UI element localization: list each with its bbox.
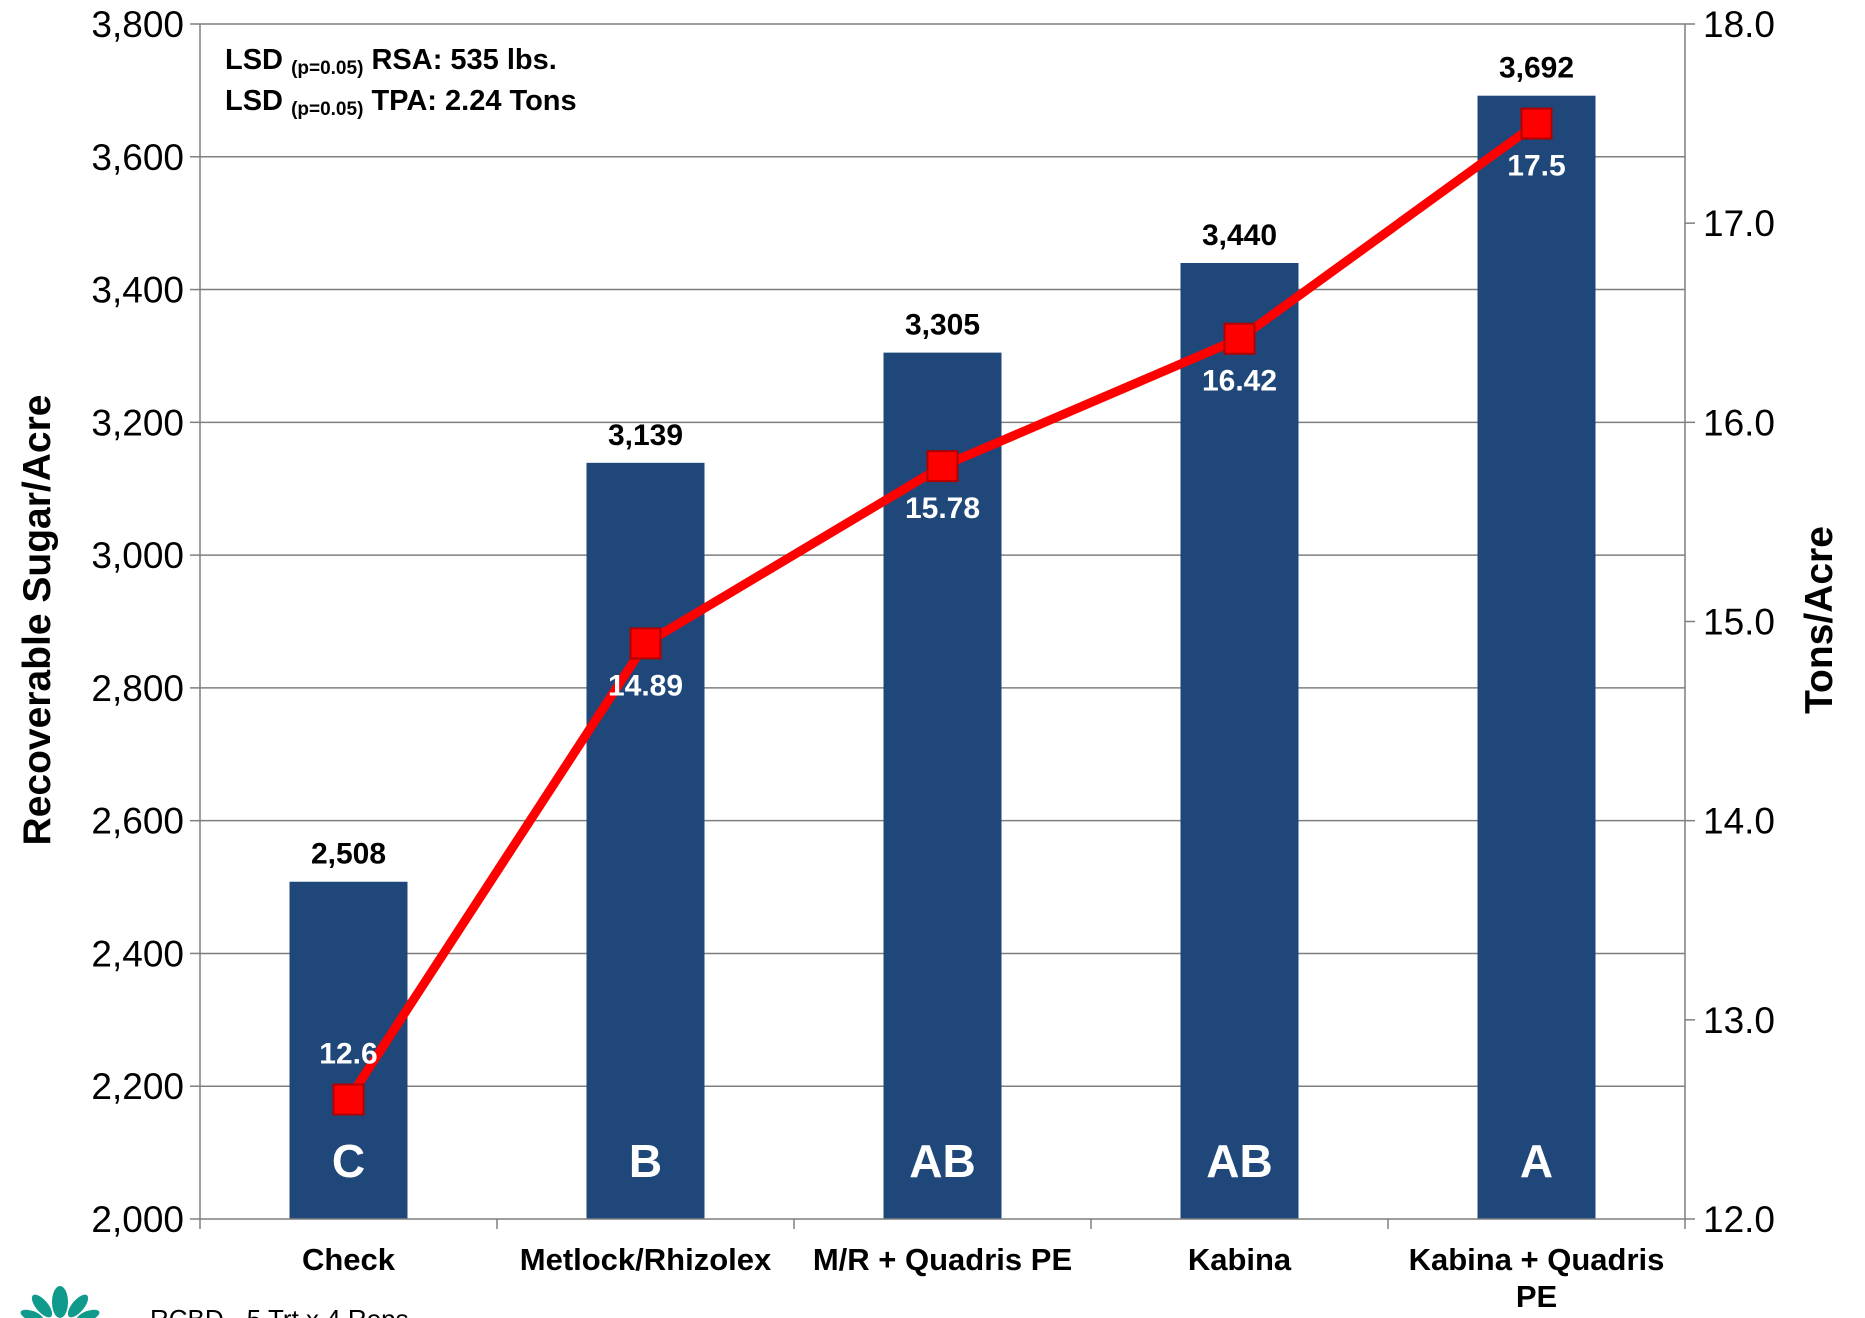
y-left-tick-label: 2,200	[91, 1066, 184, 1107]
tons-marker-3	[1223, 322, 1256, 355]
design-footnote: RCBD - 5 Trt x 4 Reps	[150, 1304, 409, 1318]
line-value-label: 14.89	[608, 669, 683, 702]
line-value-label: 15.78	[905, 492, 980, 525]
lsd-rsa-prefix: LSD	[225, 44, 291, 76]
y-right-tick-label: 13.0	[1703, 1000, 1775, 1041]
lsd-rsa-value: RSA: 535 lbs.	[363, 44, 556, 76]
bar-value-label: 3,440	[1202, 219, 1277, 252]
lsd-tpa-annotation: LSD (p=0.05) TPA: 2.24 Tons	[225, 85, 577, 120]
y-left-tick-label: 3,600	[91, 137, 184, 178]
y-right-tick-label: 18.0	[1703, 4, 1775, 45]
bar-2	[883, 352, 1002, 1219]
x-category-label: Kabina + Quadris PE	[1409, 1242, 1665, 1314]
bar-4	[1477, 95, 1596, 1220]
logo-icon	[20, 1286, 100, 1318]
y-left-tick-label: 3,000	[91, 535, 184, 576]
data-labels: 2,508 C 3,139 B 3,305 AB 3,440 AB 3,692 A 12.6 14.8…	[311, 52, 1574, 1187]
axes: 2,000 2,200 2,400 2,600 2,800 3,000 3,200 3,400…	[91, 4, 1775, 1314]
x-category-label-line: PE	[1516, 1279, 1557, 1314]
line-value-label: 16.42	[1202, 365, 1277, 398]
x-category-label: Check	[302, 1242, 396, 1277]
lsd-tpa-value: TPA: 2.24 Tons	[363, 85, 576, 117]
bar-3	[1180, 263, 1299, 1219]
bar-value-label: 3,692	[1499, 52, 1574, 85]
y-left-tick-label: 3,200	[91, 402, 184, 443]
y-right-tick-label: 15.0	[1703, 602, 1775, 643]
bar-value-label: 3,139	[608, 419, 683, 452]
y-left-tick-label: 2,400	[91, 933, 184, 974]
significance-letter: C	[332, 1135, 365, 1187]
significance-letter: B	[629, 1135, 662, 1187]
y-right-tick-label: 16.0	[1703, 402, 1775, 443]
bar-0	[289, 881, 408, 1219]
lsd-tpa-subscript: (p=0.05)	[291, 99, 363, 120]
lsd-tpa-prefix: LSD	[225, 85, 291, 117]
significance-letter: AB	[909, 1135, 975, 1187]
bar-1	[586, 462, 705, 1219]
x-category-label-line: Kabina + Quadris	[1409, 1242, 1665, 1277]
y-right-tick-label: 17.0	[1703, 203, 1775, 244]
tons-marker-2	[926, 450, 959, 483]
y-left-tick-label: 3,800	[91, 4, 184, 45]
y-left-tick-label: 3,400	[91, 270, 184, 311]
lsd-rsa-subscript: (p=0.05)	[291, 58, 363, 79]
x-category-label: Kabina	[1188, 1242, 1292, 1277]
y-right-tick-label: 14.0	[1703, 801, 1775, 842]
y-left-tick-label: 2,800	[91, 668, 184, 709]
significance-letter: A	[1520, 1135, 1553, 1187]
tons-line-series	[332, 107, 1553, 1116]
y-left-tick-label: 2,000	[91, 1199, 184, 1240]
line-value-label: 17.5	[1507, 150, 1565, 183]
lsd-rsa-annotation: LSD (p=0.05) RSA: 535 lbs.	[225, 44, 557, 79]
line-value-label: 12.6	[319, 1038, 377, 1071]
bar-value-label: 3,305	[905, 309, 980, 342]
x-category-label: M/R + Quadris PE	[813, 1242, 1072, 1277]
bar-value-label: 2,508	[311, 838, 386, 871]
tons-marker-1	[629, 627, 662, 660]
bars	[289, 95, 1596, 1220]
tons-marker-0	[332, 1083, 365, 1116]
y-axis-left-title: Recoverable Sugar/Acre	[16, 395, 59, 846]
significance-letter: AB	[1206, 1135, 1272, 1187]
tons-marker-4	[1520, 107, 1553, 140]
y-right-tick-label: 12.0	[1703, 1199, 1775, 1240]
x-category-label: Metlock/Rhizolex	[520, 1242, 772, 1277]
y-left-tick-label: 2,600	[91, 801, 184, 842]
y-axis-right-title: Tons/Acre	[1798, 526, 1841, 714]
